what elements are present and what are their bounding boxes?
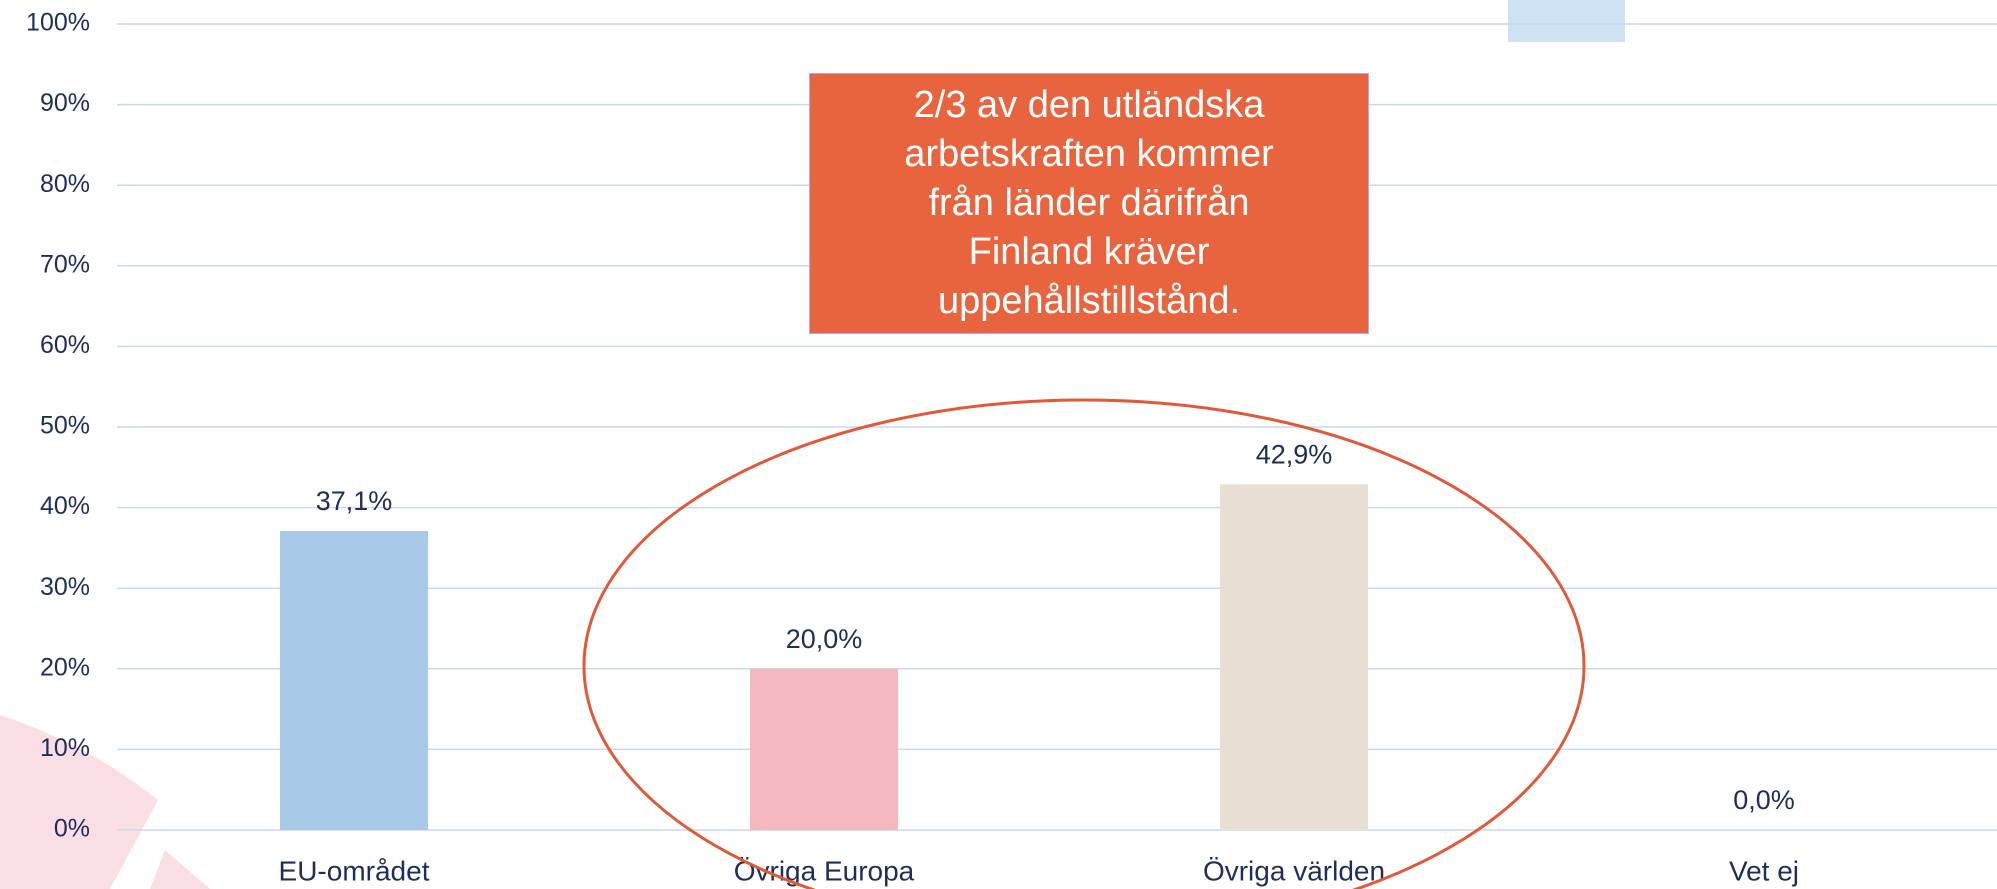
bar xyxy=(1220,484,1368,830)
y-tick-label: 30% xyxy=(40,573,90,601)
annotation-line: arbetskraften kommer xyxy=(904,133,1274,175)
y-tick-label: 70% xyxy=(40,250,90,278)
x-tick-label: Vet ej xyxy=(1729,855,1799,886)
value-label: 42,9% xyxy=(1256,439,1333,469)
marks: EU-området 37,1% Övriga Europa 20,0% Övriga … xyxy=(279,439,1800,886)
x-tick-label: EU-området xyxy=(279,855,430,886)
value-label: 20,0% xyxy=(786,624,863,654)
bar xyxy=(280,530,428,830)
x-tick-label: Övriga Europa xyxy=(734,855,915,886)
decoration xyxy=(1508,0,1625,42)
decoration xyxy=(0,715,158,889)
y-tick-label: 0% xyxy=(54,815,90,843)
y-tick-label: 100% xyxy=(26,9,90,37)
y-tick-label: 60% xyxy=(40,331,90,359)
value-label: 37,1% xyxy=(316,486,393,516)
annotation-line: Finland kräver xyxy=(968,231,1210,273)
y-tick-label: 10% xyxy=(40,734,90,762)
y-tick-label: 90% xyxy=(40,89,90,117)
bar xyxy=(750,668,898,830)
highlight-ellipse xyxy=(582,398,1586,889)
annotation-line: 2/3 av den utländska xyxy=(913,84,1265,126)
annotation-line: från länder därifrån xyxy=(928,182,1250,224)
grid: 0% 10% 20% 30% 40% 50% 60% 70% 80% 90% 100% xyxy=(26,9,1997,843)
x-tick-label: Övriga världen xyxy=(1203,855,1385,886)
y-tick-label: 80% xyxy=(40,170,90,198)
y-tick-label: 40% xyxy=(40,492,90,520)
annotation: 2/3 av den utländska arbetskraften kommer… xyxy=(809,73,1369,334)
decoration xyxy=(150,850,210,889)
y-tick-label: 50% xyxy=(40,412,90,440)
y-tick-label: 20% xyxy=(40,653,90,681)
annotation-line: uppehållstillstånd. xyxy=(937,280,1241,322)
value-label: 0,0% xyxy=(1733,785,1795,815)
